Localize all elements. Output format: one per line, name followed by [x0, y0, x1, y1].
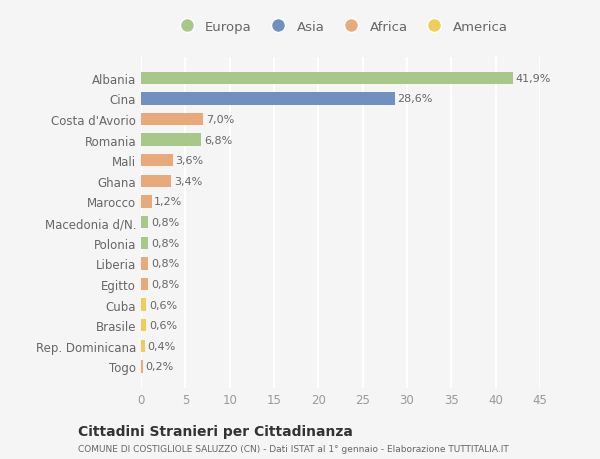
Bar: [141, 299, 146, 311]
Bar: [141, 155, 173, 167]
Text: 3,4%: 3,4%: [174, 176, 202, 186]
Text: 0,2%: 0,2%: [145, 362, 173, 372]
Bar: [141, 319, 146, 332]
Text: COMUNE DI COSTIGLIOLE SALUZZO (CN) - Dati ISTAT al 1° gennaio - Elaborazione TUT: COMUNE DI COSTIGLIOLE SALUZZO (CN) - Dat…: [78, 444, 509, 453]
Bar: [141, 175, 171, 188]
Text: 0,8%: 0,8%: [151, 238, 179, 248]
Bar: [141, 217, 148, 229]
Text: 3,6%: 3,6%: [176, 156, 204, 166]
Bar: [141, 278, 148, 291]
Bar: [141, 134, 201, 146]
Bar: [141, 237, 148, 249]
Legend: Europa, Asia, Africa, America: Europa, Asia, Africa, America: [173, 21, 508, 34]
Text: 1,2%: 1,2%: [154, 197, 182, 207]
Text: 6,8%: 6,8%: [204, 135, 232, 146]
Text: 0,6%: 0,6%: [149, 320, 177, 330]
Text: 0,4%: 0,4%: [147, 341, 175, 351]
Bar: [141, 73, 512, 85]
Text: 28,6%: 28,6%: [397, 94, 433, 104]
Bar: [141, 113, 203, 126]
Text: 0,8%: 0,8%: [151, 218, 179, 228]
Text: Cittadini Stranieri per Cittadinanza: Cittadini Stranieri per Cittadinanza: [78, 425, 353, 438]
Bar: [141, 196, 152, 208]
Bar: [141, 93, 395, 105]
Text: 7,0%: 7,0%: [206, 115, 234, 125]
Text: 41,9%: 41,9%: [515, 73, 551, 84]
Bar: [141, 340, 145, 352]
Text: 0,8%: 0,8%: [151, 259, 179, 269]
Text: 0,6%: 0,6%: [149, 300, 177, 310]
Bar: [141, 257, 148, 270]
Text: 0,8%: 0,8%: [151, 280, 179, 289]
Bar: [141, 360, 143, 373]
